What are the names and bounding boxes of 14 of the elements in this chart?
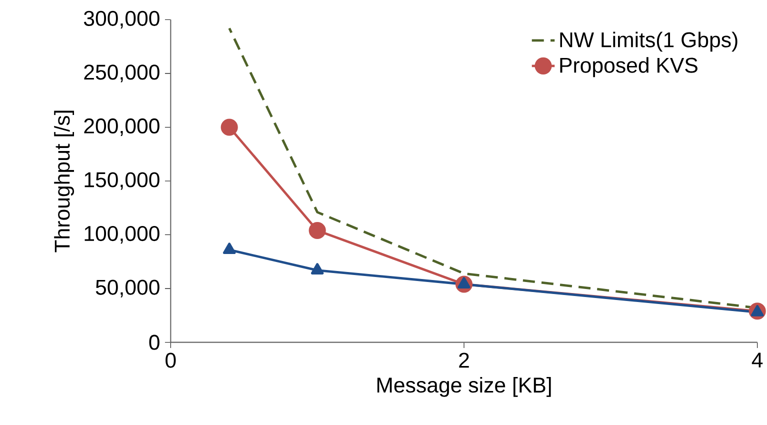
x-tick-label: 0 bbox=[166, 352, 176, 368]
y-axis-title: Throughput [/s] bbox=[54, 110, 74, 252]
y-tick-label: 300,000 bbox=[84, 10, 160, 28]
y-tick-label: 150,000 bbox=[84, 172, 160, 190]
y-tick-label: 100,000 bbox=[84, 226, 160, 244]
x-axis-title: Message size [KB] bbox=[377, 377, 551, 397]
y-tick-label: 50,000 bbox=[96, 280, 160, 298]
y-tick-label: 250,000 bbox=[84, 64, 160, 82]
x-tick-label: 4 bbox=[752, 352, 763, 368]
y-tick-label: 200,000 bbox=[84, 118, 160, 136]
x-tick-label: 2 bbox=[459, 352, 469, 368]
y-tick-label: 0 bbox=[149, 334, 160, 350]
legend-label: NW Limits(1 Gbps) bbox=[560, 32, 738, 52]
legend-label: Proposed KVS bbox=[560, 57, 698, 78]
